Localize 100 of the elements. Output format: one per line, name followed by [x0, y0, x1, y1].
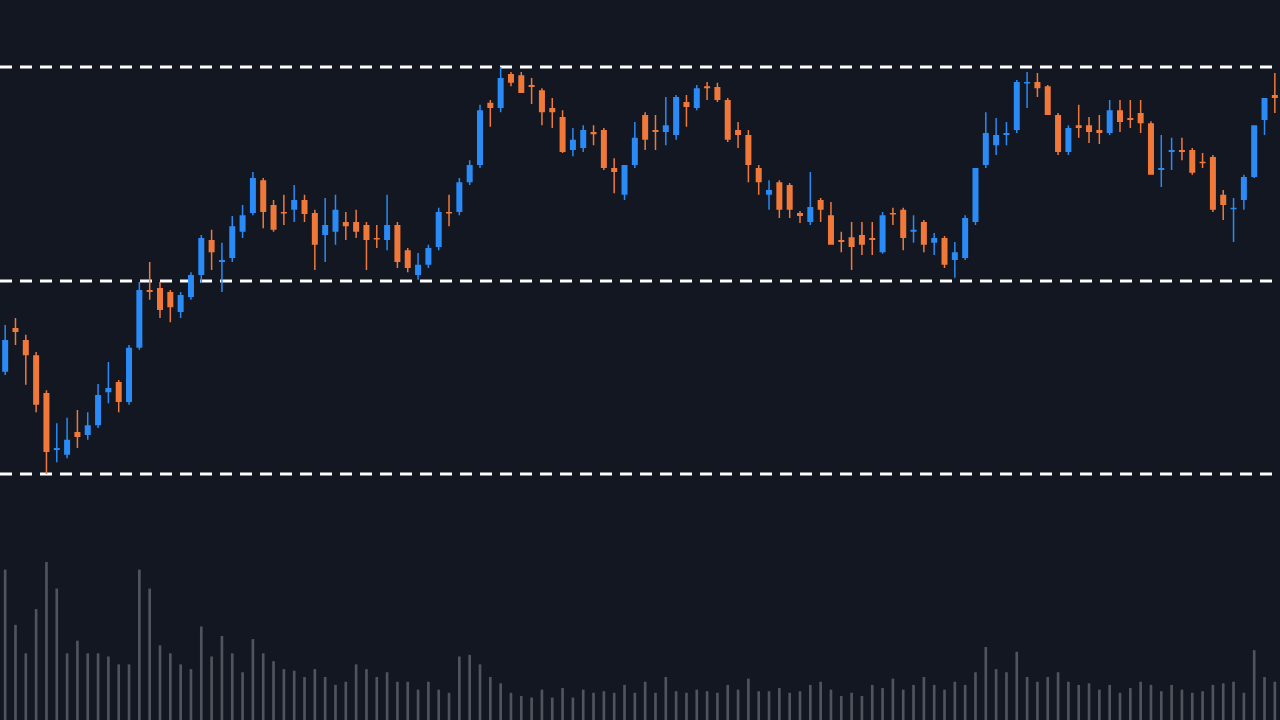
bar: [519, 695, 523, 720]
bar: [839, 695, 843, 720]
bar: [984, 646, 988, 720]
bar: [241, 672, 244, 720]
bar: [757, 691, 761, 720]
candlestick: [569, 128, 576, 157]
bar: [1170, 684, 1173, 720]
candlestick: [1117, 99, 1123, 133]
bar: [14, 624, 17, 720]
bar: [695, 689, 699, 720]
bar: [974, 672, 977, 720]
bar: [138, 569, 141, 720]
bar: [664, 677, 668, 720]
bar: [1263, 677, 1266, 720]
bar: [55, 588, 59, 720]
bar: [654, 692, 657, 720]
bar: [612, 692, 616, 720]
candlestick: [373, 224, 380, 249]
bar: [107, 656, 110, 720]
bar: [943, 689, 946, 720]
bar: [24, 653, 28, 720]
bar: [870, 684, 874, 720]
bar: [912, 684, 915, 720]
candlestick: [858, 222, 865, 256]
bar: [437, 689, 441, 720]
candlestick: [1086, 117, 1093, 144]
bar: [1046, 677, 1050, 720]
bar: [1077, 684, 1081, 720]
bar: [747, 678, 750, 720]
bar: [179, 664, 182, 720]
candlestick: [353, 209, 360, 238]
bar: [561, 688, 564, 720]
bar: [581, 689, 585, 720]
bar: [623, 684, 626, 720]
candlestick: [735, 121, 742, 148]
bar: [819, 681, 822, 720]
bar: [458, 656, 461, 720]
candlestick: [889, 207, 896, 225]
bar: [932, 684, 936, 720]
bar: [808, 684, 812, 720]
bar: [365, 669, 368, 720]
bar: [1036, 681, 1039, 720]
bar: [592, 692, 595, 720]
bar: [1108, 684, 1112, 720]
bar: [303, 677, 306, 720]
candlestick: [1220, 189, 1227, 221]
bar: [148, 588, 152, 720]
candlestick: [322, 198, 329, 262]
bar: [726, 684, 730, 720]
bar: [488, 677, 492, 720]
candlestick: [1271, 73, 1278, 113]
bar: [1252, 650, 1256, 720]
bar: [468, 654, 472, 720]
candlestick: [384, 194, 391, 251]
bar: [45, 562, 48, 720]
candlestick: [291, 185, 298, 223]
candlestick: [704, 82, 711, 100]
bar: [86, 653, 90, 720]
bar: [427, 681, 430, 720]
bar: [1067, 681, 1070, 720]
candlestick: [766, 180, 773, 210]
candlestick: [797, 211, 803, 223]
bar: [1128, 688, 1132, 720]
candlestick: [22, 334, 29, 385]
bar: [1190, 692, 1194, 720]
bar: [788, 692, 792, 720]
candlestick: [1178, 137, 1185, 161]
bar: [261, 653, 265, 720]
candlestick: [342, 211, 349, 240]
bar: [1159, 691, 1163, 720]
candlestick: [951, 242, 958, 278]
bar: [406, 681, 410, 720]
bar: [850, 692, 853, 720]
bar: [199, 626, 203, 720]
bar: [530, 697, 533, 720]
bar: [716, 692, 719, 720]
bar: [1232, 681, 1235, 720]
candlestick: [1024, 71, 1031, 109]
bar: [168, 653, 172, 720]
bar: [550, 697, 554, 720]
candlestick: [218, 242, 225, 293]
bar: [881, 688, 884, 720]
bar: [117, 664, 121, 720]
bar: [1201, 691, 1204, 720]
bar: [334, 684, 337, 720]
bar: [344, 681, 348, 720]
candlestick: [280, 194, 287, 225]
bar: [1221, 683, 1225, 720]
bar: [901, 689, 905, 720]
bar: [1098, 689, 1101, 720]
bar: [230, 653, 234, 720]
bar: [375, 677, 379, 720]
bar: [1139, 681, 1142, 720]
bar: [685, 692, 688, 720]
bar: [272, 661, 275, 720]
bar: [76, 640, 79, 720]
bar: [1015, 651, 1019, 720]
candlestick: [662, 97, 669, 146]
bar: [210, 656, 213, 720]
candlestick: [53, 423, 60, 463]
